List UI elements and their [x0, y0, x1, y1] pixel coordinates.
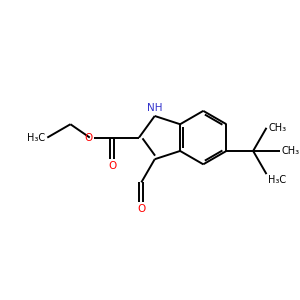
- Text: CH₃: CH₃: [268, 123, 286, 133]
- Text: H₃C: H₃C: [268, 175, 286, 185]
- Text: O: O: [137, 204, 146, 214]
- Text: O: O: [108, 161, 116, 171]
- Text: H₃C: H₃C: [27, 133, 45, 142]
- Text: O: O: [84, 133, 93, 142]
- Text: CH₃: CH₃: [282, 146, 300, 156]
- Text: NH: NH: [147, 103, 163, 113]
